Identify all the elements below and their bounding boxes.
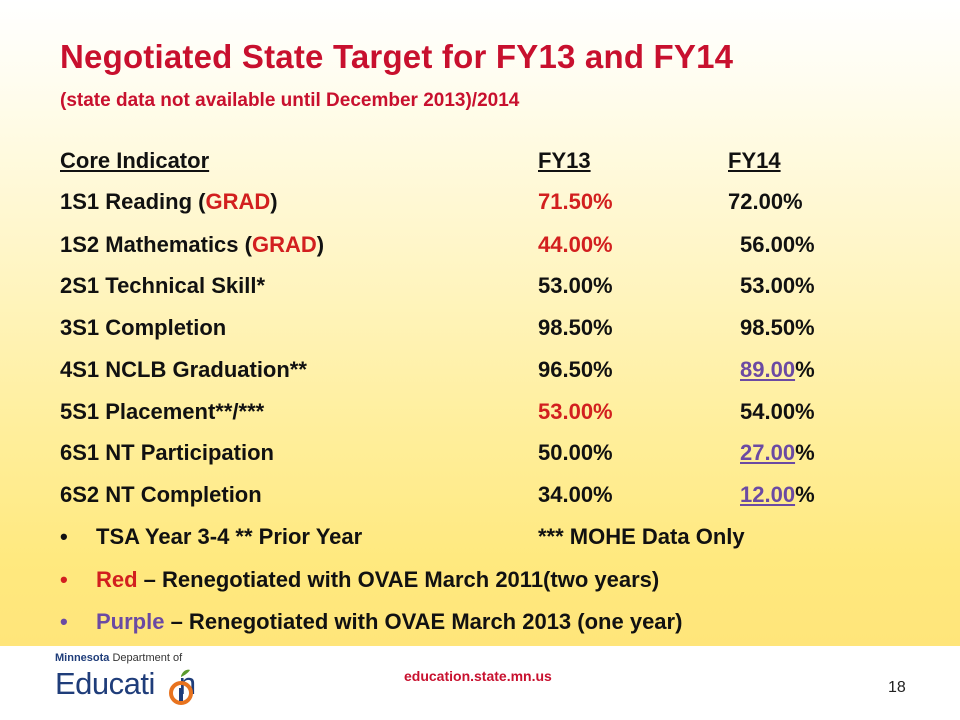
table-header: Core Indicator FY13 FY14: [60, 148, 900, 178]
bullet-icon: •: [60, 567, 68, 592]
fy14-value: 12.00%: [740, 482, 815, 507]
grad-highlight: GRAD: [205, 189, 271, 214]
table-row: 6S2 NT Completion 34.00% 12.00%: [60, 482, 900, 512]
note-text: Purple – Renegotiated with OVAE March 20…: [96, 609, 683, 634]
fy14-value: 89.00%: [740, 357, 815, 382]
indicator-label: 5S1 Placement**/***: [60, 399, 265, 424]
fy13-value: 44.00%: [538, 232, 613, 257]
fy13-value: 34.00%: [538, 482, 613, 507]
indicator-label: 1S2 Mathematics (GRAD): [60, 232, 325, 257]
fy13-value: 53.00%: [538, 399, 613, 424]
indicator-label: 3S1 Completion: [60, 315, 227, 340]
fy13-value: 50.00%: [538, 440, 613, 465]
fy14-value: 98.50%: [740, 315, 815, 340]
legend-keyword-purple: Purple: [96, 609, 165, 634]
note-red-legend: • Red – Renegotiated with OVAE March 201…: [60, 567, 920, 599]
indicator-label: 6S1 NT Participation: [60, 440, 274, 465]
slide-title: Negotiated State Target for FY13 and FY1…: [60, 38, 734, 75]
indicator-label: 1S1 Reading (GRAD): [60, 189, 278, 214]
footer: Minnesota Department of Educati n educati…: [0, 646, 960, 720]
note-text: TSA Year 3-4 ** Prior Year: [96, 524, 363, 549]
fy13-value: 71.50%: [538, 189, 613, 214]
fy14-value: 72.00%: [728, 189, 803, 214]
grad-highlight: GRAD: [251, 232, 317, 257]
indicator-label: 4S1 NCLB Graduation**: [60, 357, 307, 382]
note-text: Red – Renegotiated with OVAE March 2011(…: [96, 567, 660, 592]
table-row: 1S1 Reading (GRAD) 71.50% 72.00%: [60, 189, 900, 219]
table-row: 3S1 Completion 98.50% 98.50%: [60, 315, 900, 345]
fy14-value: 53.00%: [740, 273, 815, 298]
note-purple-legend: • Purple – Renegotiated with OVAE March …: [60, 609, 920, 641]
legend-keyword-red: Red: [96, 567, 138, 592]
table-row: 1S2 Mathematics (GRAD) 44.00% 56.00%: [60, 232, 900, 262]
table-row: 6S1 NT Participation 50.00% 27.00%: [60, 440, 900, 470]
header-fy14: FY14: [728, 148, 781, 173]
table-row: 2S1 Technical Skill* 53.00% 53.00%: [60, 273, 900, 303]
header-fy13: FY13: [538, 148, 591, 173]
header-core-indicator: Core Indicator: [60, 148, 210, 173]
fy13-value: 96.50%: [538, 357, 613, 382]
note-footnotes: • TSA Year 3-4 ** Prior Year *** MOHE Da…: [60, 524, 920, 556]
logo-line-1: Minnesota Department of: [55, 652, 183, 664]
bullet-icon: •: [60, 609, 68, 634]
page-number: 18: [888, 679, 906, 696]
fy13-value: 98.50%: [538, 315, 613, 340]
table-row: 5S1 Placement**/*** 53.00% 54.00%: [60, 399, 900, 429]
note-text-right: *** MOHE Data Only: [538, 524, 745, 549]
mde-logo: Minnesota Department of Educati n: [55, 652, 205, 712]
fy13-value: 53.00%: [538, 273, 613, 298]
indicator-label: 6S2 NT Completion: [60, 482, 262, 507]
bullet-icon: •: [60, 524, 68, 549]
slide-subtitle: (state data not available until December…: [60, 90, 520, 111]
footer-url: education.state.mn.us: [404, 668, 552, 684]
fy14-value: 56.00%: [740, 232, 815, 257]
indicator-label: 2S1 Technical Skill*: [60, 273, 266, 298]
fy14-value: 54.00%: [740, 399, 815, 424]
apple-logo-icon: [169, 669, 193, 705]
table-row: 4S1 NCLB Graduation** 96.50% 89.00%: [60, 357, 900, 387]
fy14-value: 27.00%: [740, 440, 815, 465]
